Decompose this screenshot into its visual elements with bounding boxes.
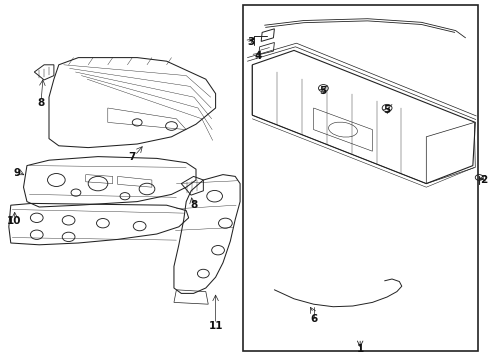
- Text: 5: 5: [319, 86, 326, 96]
- Text: 3: 3: [247, 37, 255, 48]
- Text: 8: 8: [190, 200, 197, 210]
- Text: 6: 6: [310, 314, 317, 324]
- Text: 11: 11: [208, 321, 223, 331]
- Text: 8: 8: [37, 98, 44, 108]
- Text: 2: 2: [481, 175, 488, 185]
- Text: 1: 1: [357, 344, 364, 354]
- Text: 10: 10: [6, 216, 21, 226]
- Text: 4: 4: [255, 51, 262, 61]
- Text: 7: 7: [128, 152, 136, 162]
- Bar: [243, 5, 478, 351]
- Text: 5: 5: [384, 105, 391, 115]
- Text: 9: 9: [14, 168, 21, 178]
